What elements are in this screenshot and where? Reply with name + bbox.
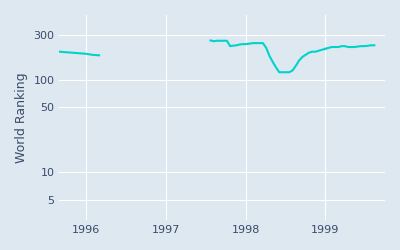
Y-axis label: World Ranking: World Ranking [15, 72, 28, 163]
